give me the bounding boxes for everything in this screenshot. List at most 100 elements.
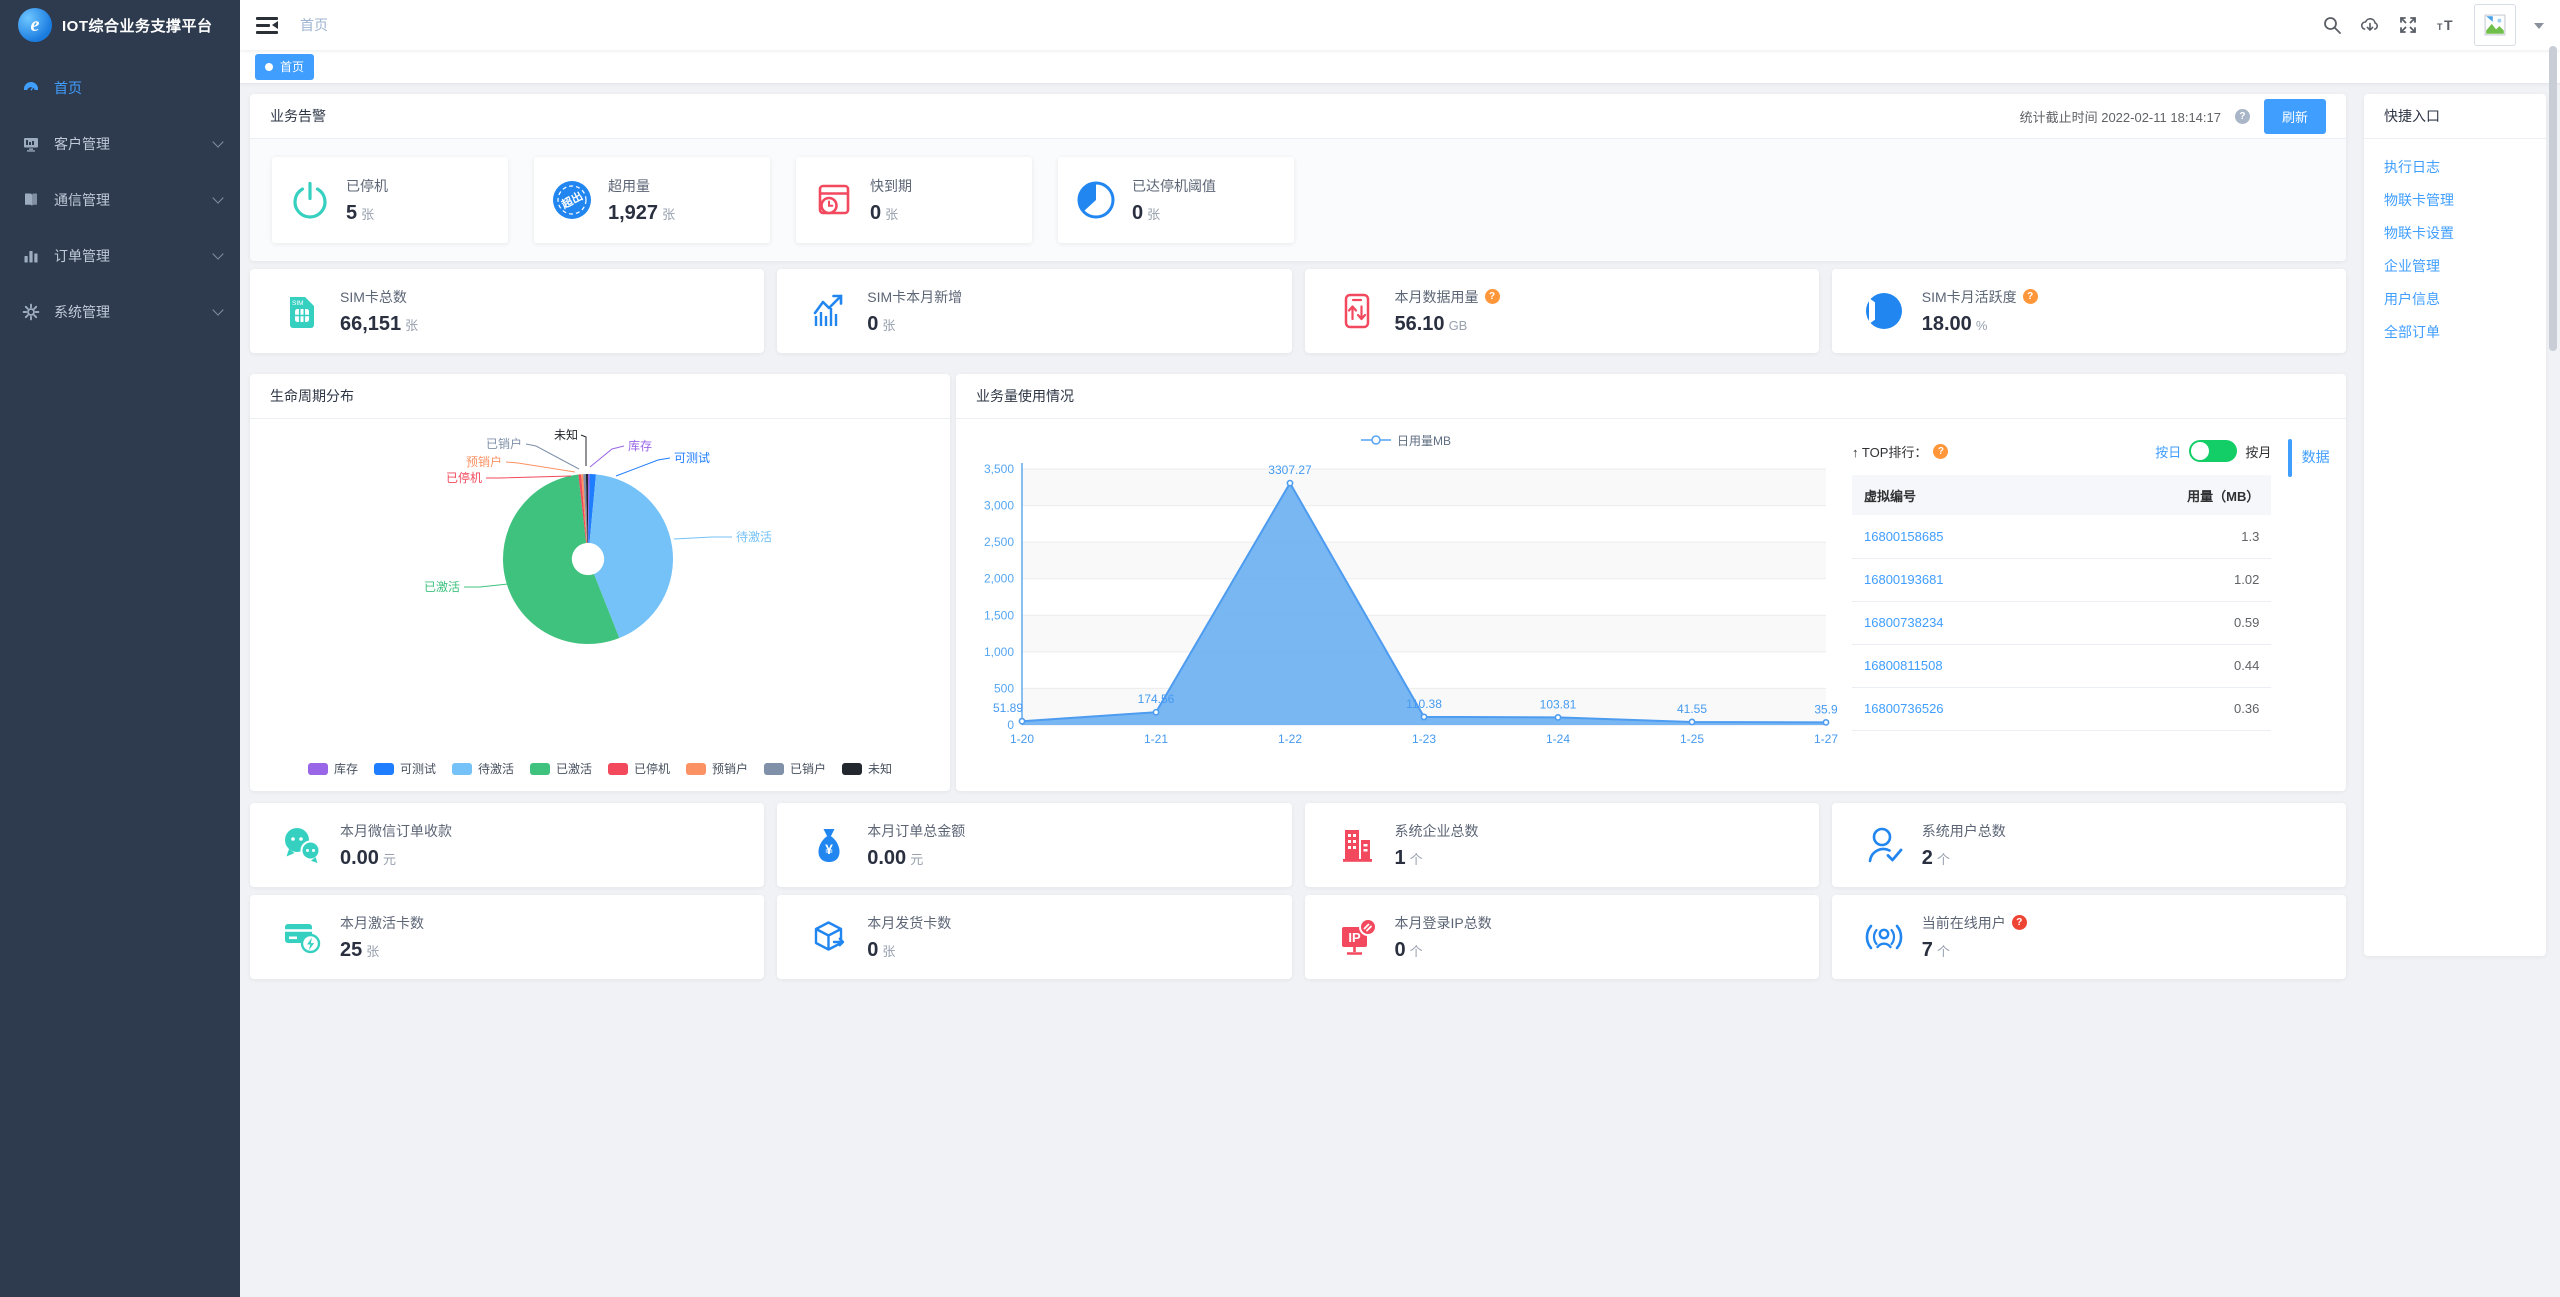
sidebar-item-communication[interactable]: 通信管理 xyxy=(0,172,240,228)
legend-item-1[interactable]: 可测试 xyxy=(373,760,436,777)
virtual-number-link[interactable]: 16800738234 xyxy=(1852,601,2070,645)
data-point xyxy=(1822,718,1830,726)
quick-link[interactable]: 执行日志 xyxy=(2384,159,2440,175)
toggle-by-month[interactable]: 按月 xyxy=(2245,444,2272,460)
help-icon[interactable]: ? xyxy=(2022,289,2038,304)
sidebar-item-customer[interactable]: 客户管理 xyxy=(0,116,240,172)
pie-label-line xyxy=(486,475,572,479)
legend-label: 可测试 xyxy=(399,762,436,776)
y-tick-label: 1,000 xyxy=(984,645,1014,659)
fullscreen-icon[interactable] xyxy=(2398,15,2418,35)
table-row: 16800193681 1.02 xyxy=(1852,558,2272,602)
chevron-down-icon xyxy=(212,192,224,204)
search-icon[interactable] xyxy=(2322,15,2342,35)
quick-link[interactable]: 物联卡设置 xyxy=(2384,225,2454,241)
stat-card-label-text: 系统用户总数 xyxy=(1921,822,2006,839)
card-activate-icon xyxy=(280,915,324,959)
threshold-gauge-icon xyxy=(1074,178,1118,222)
pie-slice-0[interactable] xyxy=(588,474,590,543)
x-tick-label: 1-27 xyxy=(1814,732,1838,746)
line-title: 业务量使用情况 xyxy=(976,388,1074,404)
quick-link[interactable]: 全部订单 xyxy=(2384,324,2440,340)
quick-link[interactable]: 企业管理 xyxy=(2384,258,2440,274)
help-icon[interactable]: ? xyxy=(2234,108,2250,124)
stat-card: 本月发货卡数 0 张 xyxy=(777,895,1292,979)
quick-link[interactable]: 物联卡管理 xyxy=(2384,192,2454,208)
sidebar-item-dashboard[interactable]: 首页 xyxy=(0,60,240,116)
pie-slice-7[interactable] xyxy=(585,474,588,543)
stat-card-value: 66,151 张 xyxy=(340,312,419,335)
data-label: 3307.27 xyxy=(1268,463,1312,477)
stat-card-label: 本月数据用量? xyxy=(1395,287,1500,307)
tab-indicator xyxy=(2287,439,2292,477)
usage-value: 0.59 xyxy=(2069,601,2272,645)
scrollbar[interactable] xyxy=(2549,46,2557,351)
virtual-number-link[interactable]: 16800811508 xyxy=(1852,644,2070,688)
legend-item-5[interactable]: 预销户 xyxy=(686,760,748,777)
avatar[interactable] xyxy=(2474,4,2516,46)
virtual-number-link[interactable]: 16800736526 xyxy=(1852,687,2070,731)
table-row: 16800158685 1.3 xyxy=(1852,515,2272,559)
stats-row-1: 本月微信订单收款 0.00 元 ¥ 本月订单总金额 0.00 元 系统企业总数 1 个 系统用户总数… xyxy=(250,803,2346,887)
pie-slice-3[interactable] xyxy=(503,474,620,644)
legend-item-6[interactable]: 已销户 xyxy=(764,760,826,777)
svg-text:IP: IP xyxy=(1348,930,1361,945)
stat-text: 本月激活卡数 25 张 xyxy=(340,913,424,962)
stat-text: 超用量 1,927 张 xyxy=(608,176,675,225)
legend-item-7[interactable]: 未知 xyxy=(842,760,892,777)
table-row: 16800736526 0.36 xyxy=(1852,687,2272,731)
legend-swatch xyxy=(373,762,394,775)
data-point xyxy=(1286,479,1294,487)
cloud-download-icon[interactable] xyxy=(2360,15,2380,35)
app-logo: e IOT综合业务支撑平台 xyxy=(0,0,240,50)
stat-card-value: 1,927 张 xyxy=(608,201,676,224)
quick-link[interactable]: 用户信息 xyxy=(2384,291,2440,307)
sim-card-icon: SIM xyxy=(280,289,324,333)
legend-item-3[interactable]: 已激活 xyxy=(529,760,592,777)
help-icon[interactable]: ? xyxy=(2011,915,2027,930)
pie-slice-4[interactable] xyxy=(578,474,587,543)
day-month-toggle[interactable] xyxy=(2189,440,2238,462)
legend-swatch xyxy=(842,762,863,775)
collapse-menu-icon[interactable] xyxy=(256,16,278,34)
usage-panel: 业务量使用情况 日用量MB 0 500 1,000 1,500 2,000 2,500 3,… xyxy=(956,374,2346,791)
stat-card: 系统用户总数 2 个 xyxy=(1831,803,2346,887)
legend-item-4[interactable]: 已停机 xyxy=(608,760,670,777)
stat-card-unit: GB xyxy=(1448,317,1468,333)
y-tick-label: 2,500 xyxy=(984,535,1014,549)
data-tab[interactable]: 数据 xyxy=(2271,427,2346,791)
sidebar-menu: 首页 客户管理 通信管理 订单管理 系统管理 xyxy=(0,60,240,340)
sidebar-item-system[interactable]: 系统管理 xyxy=(0,284,240,340)
virtual-number-link[interactable]: 16800158685 xyxy=(1852,515,2070,559)
stat-text: 已达停机阈值 0 张 xyxy=(1132,176,1216,225)
tag-dot-icon xyxy=(265,62,273,71)
breadcrumb[interactable]: 首页 xyxy=(300,17,328,33)
pie-slice-6[interactable] xyxy=(583,474,588,543)
pie-slice-5[interactable] xyxy=(581,474,588,543)
virtual-number-link[interactable]: 16800193681 xyxy=(1852,558,2070,602)
pie-slice-2[interactable] xyxy=(589,474,673,639)
sidebar-item-order[interactable]: 订单管理 xyxy=(0,228,240,284)
help-icon[interactable]: ? xyxy=(1933,443,1949,459)
line-legend[interactable]: 日用量MB xyxy=(964,427,1848,453)
pie-label: 库存 xyxy=(628,438,652,453)
pie-title: 生命周期分布 xyxy=(270,388,354,404)
legend-swatch xyxy=(529,762,550,775)
legend-item-0[interactable]: 库存 xyxy=(307,760,358,777)
y-tick-label: 3,000 xyxy=(984,499,1014,513)
svg-text:¥: ¥ xyxy=(825,841,833,857)
pie-slice-1[interactable] xyxy=(588,474,596,543)
toggle-by-day[interactable]: 按日 xyxy=(2155,444,2182,460)
legend-label: 已激活 xyxy=(555,762,592,776)
tag-home[interactable]: 首页 xyxy=(255,53,315,80)
legend-item-2[interactable]: 待激活 xyxy=(451,760,514,777)
caret-down-icon[interactable] xyxy=(2534,22,2544,34)
help-icon[interactable]: ? xyxy=(1484,289,1500,304)
stat-card: 本月激活卡数 25 张 xyxy=(250,895,765,979)
stat-card-unit: 张 xyxy=(882,317,896,333)
refresh-button[interactable]: 刷新 xyxy=(2263,98,2326,134)
activity-pie-icon xyxy=(1862,289,1906,333)
